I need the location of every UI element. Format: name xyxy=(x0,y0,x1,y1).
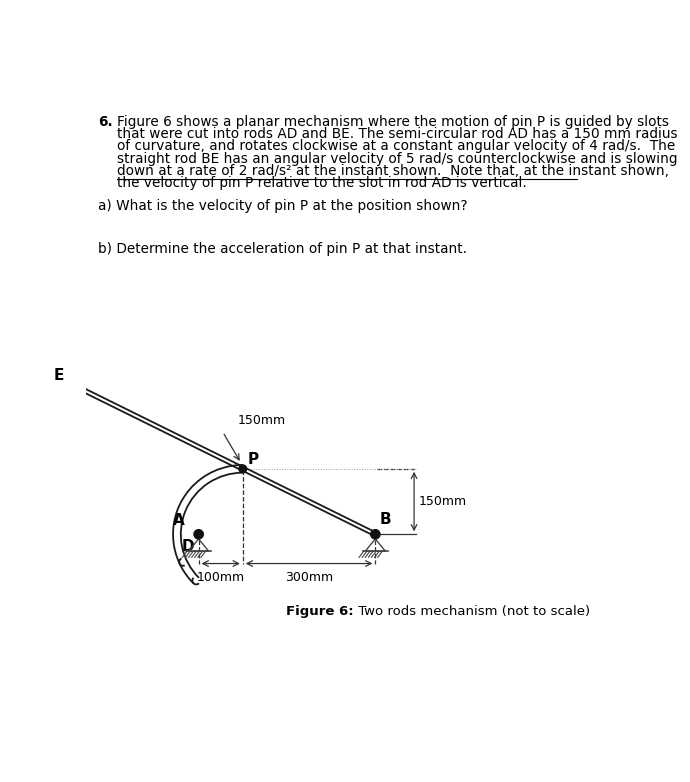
Text: that were cut into rods AD and BE. The semi-circular rod AD has a 150 mm radius: that were cut into rods AD and BE. The s… xyxy=(117,127,678,141)
Text: straight rod BE has an angular velocity of 5 rad/s counterclockwise and is slowi: straight rod BE has an angular velocity … xyxy=(117,152,678,166)
Text: of curvature, and rotates clockwise at a constant angular velocity of 4 rad/s.  : of curvature, and rotates clockwise at a… xyxy=(117,139,676,153)
Text: P: P xyxy=(248,452,259,468)
Text: Figure 6 shows a planar mechanism where the motion of pin P is guided by slots: Figure 6 shows a planar mechanism where … xyxy=(117,115,669,128)
Text: 300mm: 300mm xyxy=(285,571,333,584)
Text: E: E xyxy=(53,368,63,383)
Text: A: A xyxy=(173,513,185,528)
Text: 100mm: 100mm xyxy=(197,571,245,584)
Text: Figure 6:: Figure 6: xyxy=(286,605,353,618)
Text: 150mm: 150mm xyxy=(419,495,467,508)
Circle shape xyxy=(371,529,380,539)
Text: 6.: 6. xyxy=(98,115,112,128)
Text: B: B xyxy=(380,511,391,526)
Text: a) What is the velocity of pin P at the position shown?: a) What is the velocity of pin P at the … xyxy=(98,199,468,213)
Text: the velocity of pin P relative to the slot in rod AD is vertical.: the velocity of pin P relative to the sl… xyxy=(117,176,527,190)
Circle shape xyxy=(194,529,204,539)
Text: Two rods mechanism (not to scale): Two rods mechanism (not to scale) xyxy=(353,605,590,618)
Text: D: D xyxy=(181,540,194,554)
Text: b) Determine the acceleration of pin P at that instant.: b) Determine the acceleration of pin P a… xyxy=(98,242,467,256)
Text: down at a rate of 2 rad/s² at the instant shown.  Note that, at the instant show: down at a rate of 2 rad/s² at the instan… xyxy=(117,164,669,178)
Circle shape xyxy=(239,465,247,472)
Text: 150mm: 150mm xyxy=(238,414,286,427)
